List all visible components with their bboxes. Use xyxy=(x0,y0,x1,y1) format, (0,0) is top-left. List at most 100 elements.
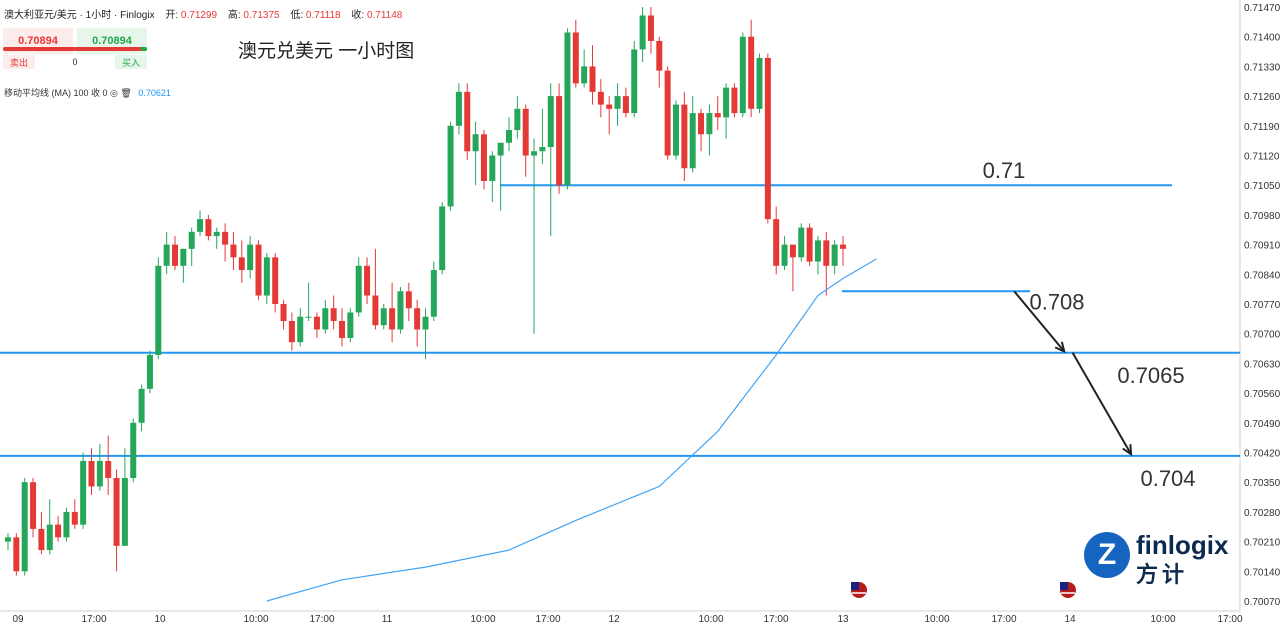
candle-body xyxy=(764,57,771,220)
candle-body xyxy=(313,316,320,330)
candle-body xyxy=(422,316,429,330)
x-tick-label: 17:00 xyxy=(535,614,560,625)
candle-body xyxy=(581,66,588,84)
candle-body xyxy=(247,244,254,271)
candle-body xyxy=(564,32,571,186)
y-tick-label: 0.70420 xyxy=(1244,449,1280,460)
low-label: 低: xyxy=(290,10,304,21)
candle-body xyxy=(531,151,538,156)
candle-body xyxy=(197,219,204,232)
eye-icon[interactable]: ◎ xyxy=(110,88,118,98)
candle-body xyxy=(121,477,128,546)
candle-body xyxy=(205,219,212,237)
candle-body xyxy=(472,134,479,152)
y-tick-label: 0.70350 xyxy=(1244,478,1280,489)
candle-body xyxy=(814,240,821,262)
ma-indicator-legend[interactable]: 移动平均线 (MA) 100 收 0 ◎ 🗑 0.70621 xyxy=(4,86,171,99)
x-tick-label: 10:00 xyxy=(924,614,949,625)
candle-body xyxy=(572,32,579,84)
candle-body xyxy=(372,295,379,326)
x-tick-label: 10:00 xyxy=(470,614,495,625)
level-label: 0.708 xyxy=(1029,289,1084,314)
candle-body xyxy=(823,240,830,266)
y-tick-label: 0.70630 xyxy=(1244,359,1280,370)
candle-body xyxy=(80,460,87,525)
candle-body xyxy=(138,388,145,423)
candle-body xyxy=(656,40,663,71)
x-tick-label: 17:00 xyxy=(81,614,106,625)
high-label: 高: xyxy=(227,10,241,21)
candle-body xyxy=(539,147,546,152)
y-tick-label: 0.71400 xyxy=(1244,33,1280,44)
candle-body xyxy=(522,108,529,156)
candle-body xyxy=(556,96,563,186)
x-tick-label: 10:00 xyxy=(243,614,268,625)
candle-body xyxy=(589,66,596,92)
candle-body xyxy=(163,244,170,266)
ma-indicator-label: 移动平均线 (MA) 100 收 0 xyxy=(4,88,108,98)
candle-body xyxy=(272,257,279,304)
candle-body xyxy=(480,134,487,181)
x-tick-label: 17:00 xyxy=(763,614,788,625)
arrow-head xyxy=(1122,444,1133,457)
candle-body xyxy=(506,130,512,143)
candle-body xyxy=(364,265,371,296)
candle-body xyxy=(714,113,721,118)
candle-body xyxy=(322,308,329,330)
candle-body xyxy=(464,91,471,152)
candle-body xyxy=(455,91,462,126)
y-tick-label: 0.70210 xyxy=(1244,538,1280,549)
candle-body xyxy=(622,96,629,114)
y-tick-label: 0.70980 xyxy=(1244,211,1280,222)
candle-body xyxy=(489,155,496,181)
us-flag-canton xyxy=(1060,582,1068,590)
y-tick-label: 0.71470 xyxy=(1244,3,1280,14)
candle-body xyxy=(71,511,78,525)
us-flag-canton xyxy=(851,582,859,590)
candle-body xyxy=(105,460,112,478)
candle-body xyxy=(706,113,713,135)
trash-icon[interactable]: 🗑 xyxy=(120,88,132,98)
candle-body xyxy=(547,96,554,148)
y-tick-label: 0.70770 xyxy=(1244,300,1280,311)
candle-body xyxy=(773,219,780,266)
y-tick-label: 0.71260 xyxy=(1244,92,1280,103)
candle-body xyxy=(263,257,270,296)
candle-body xyxy=(397,291,404,330)
candle-body xyxy=(88,460,95,487)
candle-body xyxy=(297,316,304,343)
x-tick-label: 12 xyxy=(608,614,620,625)
candle-body xyxy=(347,312,354,338)
candle-body xyxy=(46,524,53,551)
arrow-head xyxy=(1054,341,1066,354)
candle-body xyxy=(639,15,646,50)
candle-body xyxy=(96,460,103,487)
candle-body xyxy=(748,36,755,109)
candle-body xyxy=(113,477,120,546)
candle-body xyxy=(222,231,229,245)
candle-body xyxy=(355,265,362,313)
y-tick-label: 0.70840 xyxy=(1244,270,1280,281)
ma-line xyxy=(266,258,877,602)
candle-body xyxy=(288,320,295,343)
close-label: 收: xyxy=(351,10,365,21)
sentiment-bar xyxy=(3,47,147,51)
candle-body xyxy=(806,227,813,262)
candle-body xyxy=(188,231,195,249)
candle-body xyxy=(280,304,287,321)
candle-body xyxy=(439,206,446,271)
candle-body xyxy=(330,308,337,321)
x-tick-label: 11 xyxy=(382,614,393,625)
logo-cn: 方计 xyxy=(1136,562,1189,587)
candle-body xyxy=(339,320,345,338)
low-value: 0.71118 xyxy=(305,10,341,21)
candle-body xyxy=(155,265,162,355)
sell-button[interactable]: 卖出 xyxy=(3,55,35,69)
y-tick-label: 0.71190 xyxy=(1244,122,1280,133)
candle-body xyxy=(514,108,521,131)
level-label: 0.71 xyxy=(983,158,1026,183)
quantity-field[interactable]: 0 xyxy=(72,57,78,67)
buy-button[interactable]: 买入 xyxy=(115,55,147,69)
y-tick-label: 0.70560 xyxy=(1244,389,1280,400)
